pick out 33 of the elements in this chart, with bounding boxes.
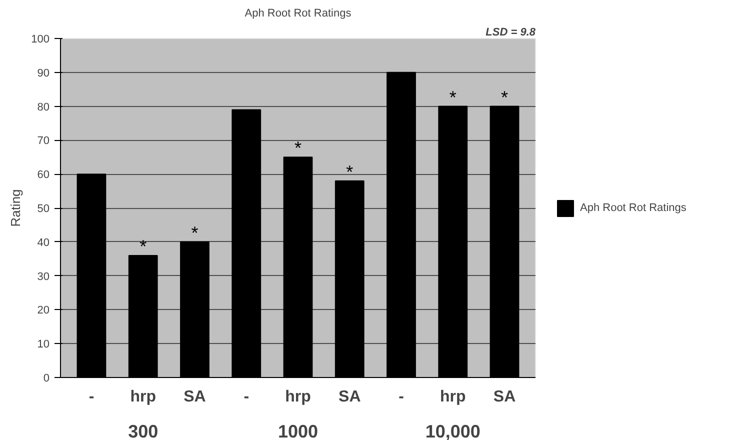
x-tick-label: hrp <box>285 388 312 406</box>
x-tick-label: - <box>398 388 404 406</box>
text: LSD = 9.8 <box>486 26 536 38</box>
legend-label: Aph Root Rot Ratings <box>580 202 686 214</box>
x-tick-label: - <box>244 388 250 406</box>
y-tick-label: 70 <box>37 135 50 148</box>
y-tick-label: 40 <box>37 236 50 249</box>
y-tick-label: 50 <box>37 203 50 215</box>
chart-title: Aph Root Rot Ratings <box>244 8 352 20</box>
y-tick-label: 60 <box>37 169 50 182</box>
x-tick-label: - <box>88 388 94 406</box>
y-axis-title: Rating <box>8 189 24 227</box>
y-tick-label: 90 <box>37 67 50 80</box>
y-tick-label: 20 <box>37 304 50 317</box>
text: 300 <box>128 422 158 440</box>
data-label: * <box>294 138 302 158</box>
data-label: * <box>449 87 456 108</box>
x-tick-label: SA <box>184 388 206 406</box>
text: 10,000 <box>425 422 480 440</box>
x-tick-label: SA <box>338 388 362 406</box>
y-tick-label: 80 <box>37 101 50 114</box>
text: 1000 <box>278 422 318 440</box>
data-label: * <box>346 162 354 182</box>
x-tick-label: SA <box>493 388 516 406</box>
x-tick-label: hrp <box>440 388 466 406</box>
data-label: * <box>191 222 198 243</box>
x-tick-label: hrp <box>130 388 156 406</box>
y-tick-label: 100 <box>31 34 50 46</box>
data-label: * <box>140 236 147 256</box>
y-tick-label: 10 <box>37 338 50 351</box>
y-tick-label: 0 <box>43 372 50 384</box>
y-tick-label: 30 <box>37 270 50 283</box>
data-label: * <box>501 87 508 108</box>
